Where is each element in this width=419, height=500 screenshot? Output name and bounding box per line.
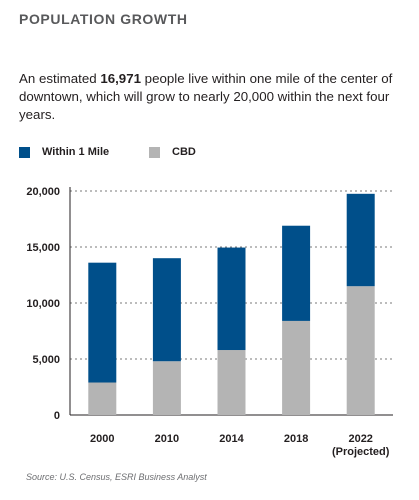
y-tick-label: 15,000	[26, 242, 60, 254]
intro-before: An estimated	[19, 71, 101, 86]
intro-text: An estimated 16,971 people live within o…	[19, 70, 404, 124]
intro-after: people live within one mile of the cente…	[19, 71, 393, 122]
intro-highlight: 16,971	[100, 71, 141, 86]
x-tick-label: 2022 (Projected)	[332, 433, 390, 458]
bar-cbd	[282, 320, 311, 415]
x-tick-label: 2010	[155, 433, 179, 445]
bar-cbd	[346, 286, 375, 415]
chart-heading: POPULATION GROWTH	[19, 11, 188, 27]
legend-swatch-within-1-mile	[19, 146, 30, 158]
legend-swatch-cbd	[149, 146, 160, 158]
x-tick-label: 2018	[284, 433, 308, 445]
bar-cbd	[88, 382, 117, 415]
bar-cbd	[217, 350, 246, 415]
bar-cbd	[152, 361, 181, 415]
y-tick-label: 5,000	[32, 354, 60, 366]
bar-within-1-mile	[152, 258, 181, 362]
legend-label-within-1-mile: Within 1 Mile	[42, 146, 110, 158]
bar-within-1-mile	[217, 247, 246, 351]
x-tick-label: 2000	[90, 433, 114, 445]
y-tick-label: 20,000	[26, 186, 60, 198]
x-tick-label: 2014	[219, 433, 244, 445]
y-tick-label: 10,000	[26, 298, 60, 310]
legend-item-within-1-mile: Within 1 Mile	[19, 146, 109, 158]
legend-label-cbd: CBD	[172, 146, 196, 158]
bar-within-1-mile	[282, 225, 311, 321]
legend-item-cbd: CBD	[149, 146, 196, 158]
source-note: Source: U.S. Census, ESRI Business Analy…	[26, 472, 207, 482]
y-tick-label: 0	[54, 410, 60, 422]
bar-within-1-mile	[88, 262, 117, 383]
bar-within-1-mile	[346, 193, 375, 287]
